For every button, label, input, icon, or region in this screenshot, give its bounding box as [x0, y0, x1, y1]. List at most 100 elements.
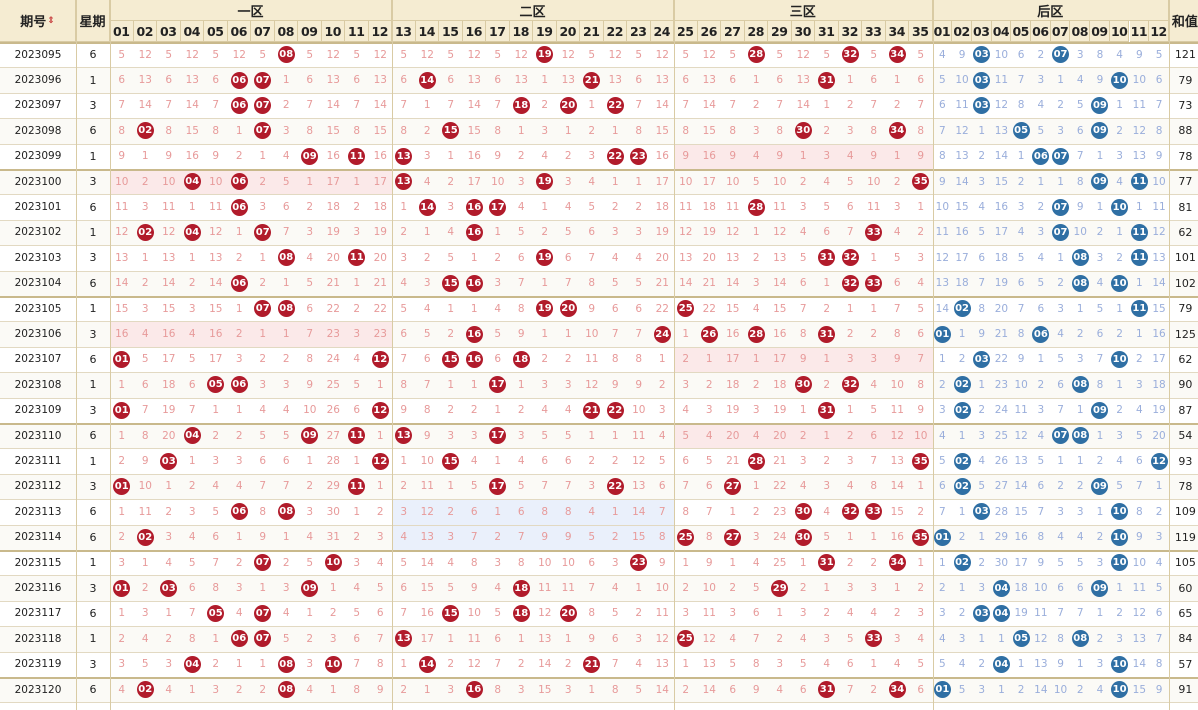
miss-count-cell: 15 — [1152, 302, 1166, 315]
miss-count-cell: 4 — [635, 658, 643, 671]
miss-count-cell: 6 — [939, 480, 946, 493]
blue-ball: 11 — [1130, 223, 1148, 241]
miss-count-cell: 3 — [470, 429, 478, 442]
miss-count-cell: 3 — [846, 353, 854, 366]
sort-icon[interactable]: ⇕ — [47, 15, 55, 26]
red-ball: 06 — [230, 71, 248, 89]
red-ball: 07 — [254, 604, 272, 622]
weekday-cell: 1 — [89, 556, 97, 570]
miss-count-cell: 2 — [752, 251, 760, 264]
miss-count-cell: 18 — [955, 277, 969, 290]
miss-count-cell: 1 — [658, 353, 666, 366]
miss-count-cell: 8 — [1096, 378, 1104, 391]
miss-count-cell: 14 — [994, 150, 1009, 163]
miss-count-cell: 2 — [118, 455, 126, 468]
miss-count-cell: 2 — [823, 124, 831, 137]
weekday-header[interactable]: 星期 — [76, 0, 110, 42]
miss-count-cell: 16 — [726, 328, 740, 341]
miss-count-cell: 1 — [799, 150, 807, 163]
front-ball-cell: 13 — [392, 144, 416, 169]
miss-count-cell: 17 — [655, 175, 669, 188]
miss-count-cell: 3 — [423, 150, 431, 163]
weekday-cell: 1 — [89, 454, 97, 468]
back-ball-cell: 08 — [1070, 245, 1090, 270]
front-ball-cell: 25 — [674, 525, 698, 550]
back-ball-cell: 08 — [1070, 626, 1090, 651]
miss-count-cell: 4 — [141, 328, 149, 341]
front-ball-cell: 08 — [275, 652, 299, 677]
period-header[interactable]: 期号 ⇕ — [0, 0, 76, 42]
miss-count-cell: 7 — [494, 658, 502, 671]
back-number-header: 06 — [1031, 21, 1051, 42]
back-ball-cell: 01 — [933, 321, 953, 346]
back-number-header: 01 — [932, 21, 953, 42]
back-ball-cell: 04 — [992, 601, 1012, 626]
miss-count-cell: 12 — [702, 632, 716, 645]
column-divider — [1168, 0, 1170, 710]
back-number-header: 08 — [1070, 21, 1091, 42]
front-number-header: 09 — [298, 21, 322, 42]
miss-count-cell: 12 — [162, 226, 176, 239]
miss-count-cell: 3 — [658, 404, 666, 417]
front-ball-cell: 08 — [275, 296, 299, 321]
front-ball-cell: 02 — [134, 220, 158, 245]
miss-count-cell: 1 — [939, 556, 946, 569]
row-tint — [674, 143, 933, 169]
miss-count-cell: 5 — [978, 480, 986, 493]
miss-count-cell: 12 — [608, 48, 622, 61]
back-ball-cell: 09 — [1090, 118, 1110, 143]
miss-count-cell: 1 — [823, 277, 831, 290]
miss-count-cell: 2 — [165, 632, 173, 645]
miss-count-cell: 7 — [470, 531, 478, 544]
miss-count-cell: 12 — [420, 48, 434, 61]
miss-count-cell: 1 — [188, 251, 196, 264]
miss-count-cell: 5 — [870, 48, 878, 61]
weekday-cell: 3 — [89, 479, 97, 493]
red-ball: 07 — [254, 554, 272, 572]
miss-count-cell: 8 — [611, 353, 619, 366]
miss-count-cell: 14 — [655, 99, 669, 112]
red-ball: 01 — [113, 401, 131, 419]
miss-count-cell: 1 — [611, 175, 619, 188]
period-cell: 2023118 — [14, 632, 62, 645]
back-ball-cell: 03 — [972, 42, 992, 67]
miss-count-cell: 5 — [1037, 124, 1045, 137]
miss-count-cell: 1 — [588, 99, 596, 112]
miss-count-cell: 4 — [376, 556, 384, 569]
miss-count-cell: 7 — [212, 556, 220, 569]
front-ball-cell: 33 — [862, 271, 886, 296]
miss-count-cell: 9 — [870, 150, 878, 163]
miss-count-cell: 6 — [141, 378, 149, 391]
sum-header[interactable]: 和值 — [1168, 0, 1198, 42]
miss-count-cell: 20 — [162, 429, 176, 442]
miss-count-cell: 1 — [870, 531, 878, 544]
miss-count-cell: 14 — [138, 99, 152, 112]
miss-count-cell: 4 — [400, 277, 408, 290]
front-ball-cell: 20 — [557, 601, 581, 626]
miss-count-cell: 10 — [1073, 226, 1087, 239]
miss-count-cell: 6 — [682, 455, 690, 468]
miss-count-cell: 11 — [115, 201, 129, 214]
miss-count-cell: 2 — [447, 328, 455, 341]
miss-count-cell: 20 — [994, 302, 1009, 315]
miss-count-cell: 2 — [235, 150, 243, 163]
miss-count-cell: 1 — [1057, 251, 1064, 264]
miss-count-cell: 4 — [611, 251, 619, 264]
sum-cell: 109 — [1174, 505, 1196, 519]
red-ball: 32 — [841, 503, 859, 521]
weekday-cell: 6 — [89, 429, 97, 443]
miss-count-cell: 2 — [870, 683, 878, 696]
miss-count-cell: 11 — [726, 201, 740, 214]
miss-count-cell: 4 — [1116, 175, 1123, 188]
miss-count-cell: 2 — [1116, 251, 1123, 264]
miss-count-cell: 8 — [494, 124, 502, 137]
miss-count-cell: 6 — [588, 556, 596, 569]
miss-count-cell: 14 — [373, 99, 387, 112]
miss-count-cell: 2 — [823, 455, 831, 468]
miss-count-cell: 7 — [917, 353, 925, 366]
blue-ball: 09 — [1091, 122, 1109, 140]
miss-count-cell: 7 — [658, 505, 666, 518]
front-ball-cell: 33 — [862, 499, 886, 524]
miss-count-cell: 1 — [752, 74, 760, 87]
miss-count-cell: 5 — [752, 582, 760, 595]
